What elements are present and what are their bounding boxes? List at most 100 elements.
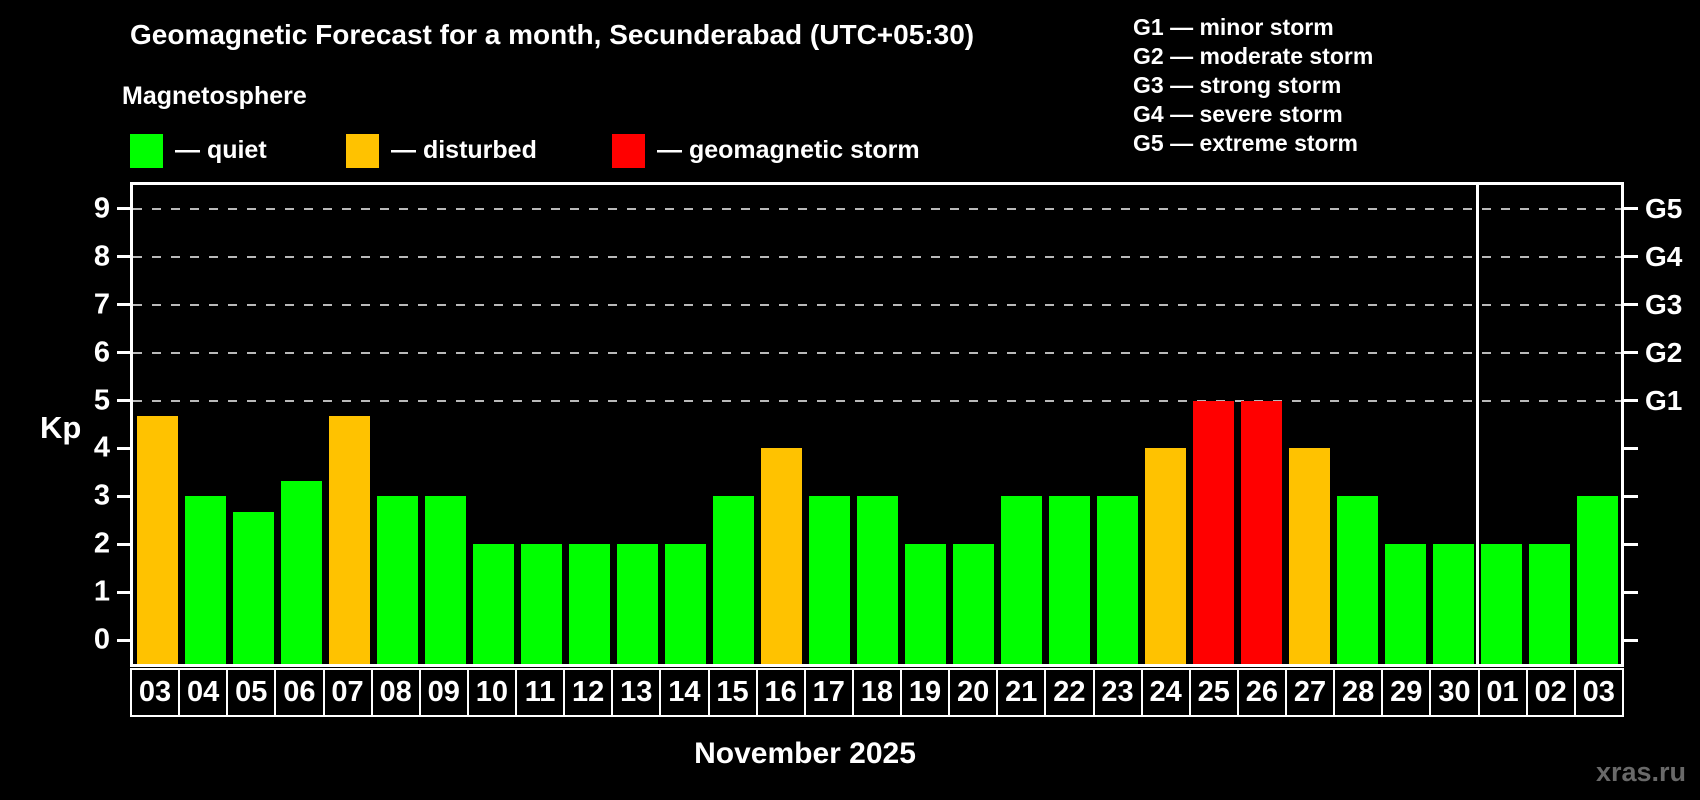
- date-cell-6: 09: [418, 668, 469, 717]
- right-tick-7: [1624, 303, 1638, 307]
- y-tick-2: [117, 542, 131, 546]
- y-tick-label-6: 6: [93, 336, 110, 369]
- legend-swatch-storm-icon: [612, 133, 645, 168]
- date-cell-29: 02: [1525, 668, 1576, 717]
- legend-label-storm: — geomagnetic storm: [657, 136, 920, 164]
- bar-18-quiet: [856, 496, 898, 664]
- right-axis-label-g3: G3: [1645, 288, 1683, 320]
- legend-item-disturbed: — disturbed: [346, 133, 537, 168]
- bar-04-quiet: [184, 496, 226, 664]
- y-tick-label-1: 1: [93, 575, 110, 608]
- page-title: Geomagnetic Forecast for a month, Secund…: [130, 19, 975, 50]
- gridline-kp-7: [133, 303, 1621, 306]
- legend-label-disturbed: — disturbed: [391, 136, 537, 164]
- date-cell-16: 19: [900, 668, 951, 717]
- y-tick-label-9: 9: [93, 192, 110, 225]
- date-cell-9: 12: [563, 668, 614, 717]
- date-cell-27: 30: [1429, 668, 1480, 717]
- right-tick-2: [1624, 542, 1638, 546]
- right-tick-5: [1624, 399, 1638, 403]
- date-cell-4: 07: [322, 668, 373, 717]
- date-cell-7: 10: [466, 668, 517, 717]
- chart-subtitle: Magnetosphere: [122, 82, 307, 110]
- gridline-kp-9: [133, 207, 1621, 210]
- date-cell-2: 05: [226, 668, 277, 717]
- date-cell-12: 15: [707, 668, 758, 717]
- right-axis-label-g1: G1: [1645, 384, 1683, 416]
- bar-21-quiet: [1000, 496, 1042, 664]
- bar-30-quiet: [1432, 544, 1474, 664]
- bar-06-quiet: [280, 480, 322, 664]
- date-cell-14: 17: [803, 668, 854, 717]
- bar-13-quiet: [616, 544, 658, 664]
- bar-19-quiet: [904, 544, 946, 664]
- date-cell-30: 03: [1573, 668, 1624, 717]
- date-cell-5: 08: [370, 668, 421, 717]
- date-cell-15: 18: [851, 668, 902, 717]
- date-cell-10: 13: [611, 668, 662, 717]
- y-tick-label-5: 5: [93, 384, 110, 417]
- bar-02-quiet: [1528, 544, 1570, 664]
- date-cell-13: 16: [755, 668, 806, 717]
- bar-17-quiet: [808, 496, 850, 664]
- y-axis-title: Kp: [40, 410, 82, 445]
- x-axis-title-wrap: November 2025: [130, 737, 1480, 771]
- date-cell-21: 24: [1140, 668, 1191, 717]
- bar-25-storm: [1192, 400, 1234, 664]
- storm-scale-line-2: G2 — moderate storm: [1133, 43, 1374, 69]
- gridline-kp-8: [133, 255, 1621, 258]
- date-cell-23: 26: [1236, 668, 1287, 717]
- bar-01-quiet: [1480, 544, 1522, 664]
- bar-10-quiet: [472, 544, 514, 664]
- gridline-kp-6: [133, 351, 1621, 354]
- right-axis-label-g2: G2: [1645, 336, 1683, 368]
- right-tick-0: [1624, 638, 1638, 642]
- watermark: xras.ru: [1595, 757, 1686, 787]
- bar-07-disturbed: [328, 416, 370, 664]
- bar-03-disturbed: [136, 416, 178, 664]
- legend-swatch-quiet-icon: [130, 133, 163, 168]
- legend-swatch-disturbed-icon: [346, 133, 379, 168]
- bar-20-quiet: [952, 544, 994, 664]
- bar-11-quiet: [520, 544, 562, 664]
- bar-05-quiet: [232, 512, 274, 664]
- storm-scale-legend: G1 — minor storm G2 — moderate storm G3 — …: [1133, 13, 1373, 158]
- bar-23-quiet: [1096, 496, 1138, 664]
- date-cell-24: 27: [1285, 668, 1336, 717]
- date-cell-17: 20: [948, 668, 999, 717]
- date-cell-18: 21: [996, 668, 1047, 717]
- date-cell-11: 14: [659, 668, 710, 717]
- bar-29-quiet: [1384, 544, 1426, 664]
- bar-26-storm: [1240, 400, 1282, 664]
- kp-bar-chart: 0 1 2 3 4 5 6 7 8 9 G1 G2 G3 G4 G5: [94, 182, 1682, 667]
- bar-22-quiet: [1048, 496, 1090, 664]
- bar-27-disturbed: [1288, 448, 1330, 664]
- right-tick-9: [1624, 207, 1638, 211]
- date-cell-26: 29: [1381, 668, 1432, 717]
- y-tick-3: [117, 494, 131, 498]
- y-tick-label-0: 0: [93, 623, 110, 656]
- bar-24-disturbed: [1144, 448, 1186, 664]
- y-tick-label-7: 7: [93, 288, 110, 321]
- bar-12-quiet: [568, 544, 610, 664]
- y-tick-8: [117, 255, 131, 259]
- right-axis-label-g5: G5: [1645, 192, 1683, 224]
- date-cell-8: 11: [515, 668, 566, 717]
- bar-28-quiet: [1336, 496, 1378, 664]
- bar-15-quiet: [712, 496, 754, 664]
- date-cell-22: 25: [1188, 668, 1239, 717]
- legend-item-quiet: — quiet: [130, 133, 267, 168]
- legend-item-storm: — geomagnetic storm: [612, 133, 920, 168]
- storm-scale-line-3: G3 — strong storm: [1133, 72, 1342, 98]
- y-tick-7: [117, 303, 131, 307]
- y-tick-label-4: 4: [93, 431, 110, 464]
- date-axis-row: 03 04 05 06 07 08 09 10 11 12 13 14 15 16 17 18 19 20 21 22…: [130, 668, 1624, 717]
- storm-scale-line-4: G4 — severe storm: [1133, 101, 1343, 127]
- month-boundary-line: [1475, 185, 1479, 664]
- storm-scale-line-5: G5 — extreme storm: [1133, 130, 1358, 156]
- date-cell-20: 23: [1092, 668, 1143, 717]
- y-tick-0: [117, 638, 131, 642]
- y-tick-6: [117, 351, 131, 355]
- date-cell-19: 22: [1044, 668, 1095, 717]
- y-tick-1: [117, 590, 131, 594]
